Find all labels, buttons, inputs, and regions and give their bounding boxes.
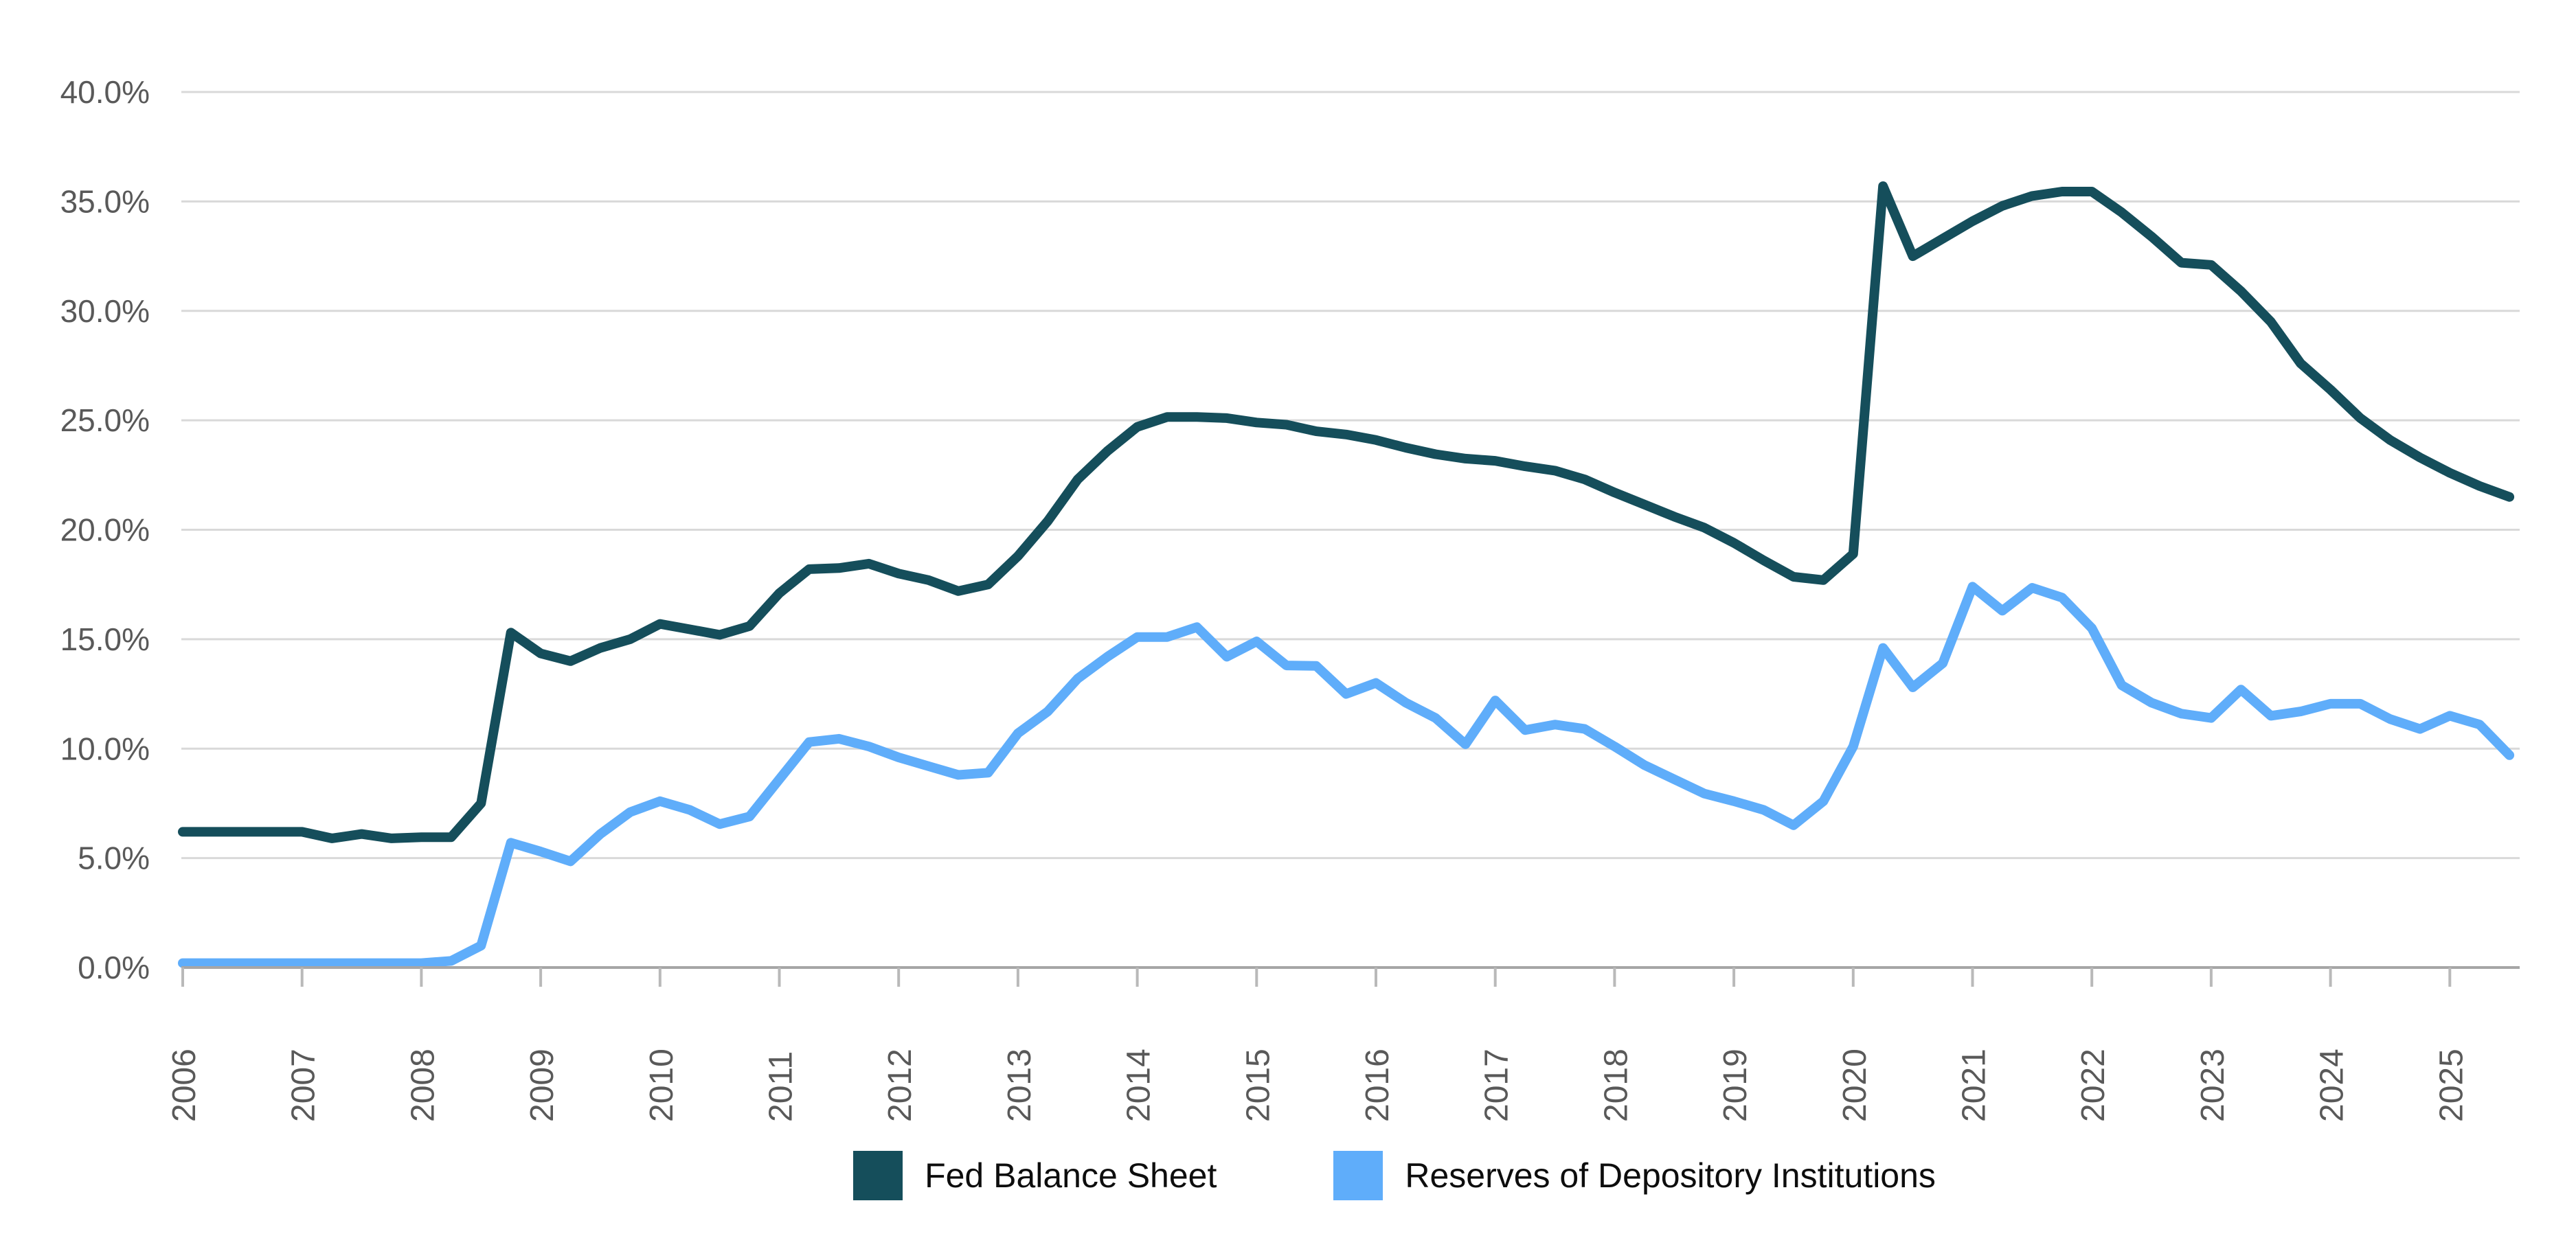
x-tick-label-2011: 2011 [763,1051,800,1122]
y-tick-label-40.0%: 40.0% [60,74,150,110]
x-tick-label-2019: 2019 [1717,1049,1754,1122]
x-tick-label-2014: 2014 [1121,1049,1157,1122]
y-tick-label-5.0%: 5.0% [78,840,150,876]
x-tick-label-2022: 2022 [2075,1049,2112,1122]
x-tick-label-2018: 2018 [1598,1049,1634,1122]
x-tick-label-2023: 2023 [2195,1049,2231,1122]
x-axis-group [181,966,2520,987]
legend-item-reserves: Reserves of Depository Institutions [1333,1151,1936,1200]
y-tick-label-35.0%: 35.0% [60,183,150,219]
gridlines-group [181,91,2520,860]
x-tick-label-2016: 2016 [1359,1049,1396,1122]
x-tick-label-2007: 2007 [286,1049,322,1122]
reserves-swatch-icon [1333,1151,1383,1200]
x-tick-label-2021: 2021 [1956,1049,1993,1122]
chart-legend: Fed Balance Sheet Reserves of Depository… [106,1151,2576,1200]
y-tick-label-30.0%: 30.0% [60,293,150,329]
y-tick-label-20.0%: 20.0% [60,512,150,548]
x-tick-label-2025: 2025 [2433,1049,2470,1122]
x-tick-label-2008: 2008 [405,1049,441,1122]
x-tick-label-2013: 2013 [1002,1049,1038,1122]
series-lines-group [178,181,2515,968]
y-tick-label-15.0%: 15.0% [60,621,150,657]
x-tick-label-2024: 2024 [2314,1049,2351,1122]
x-tick-label-2015: 2015 [1240,1049,1276,1122]
x-tick-label-2006: 2006 [166,1049,203,1122]
x-tick-label-2010: 2010 [644,1049,680,1122]
legend-label-reserves: Reserves of Depository Institutions [1405,1156,1936,1195]
fed-balance-sheet-swatch-icon [853,1151,903,1200]
x-axis-tick-labels: 2006 2007 2008 2009 2010 2011 2012 2013 2014 2015… [166,1049,2470,1122]
legend-item-fed-balance-sheet: Fed Balance Sheet [853,1151,1217,1200]
reserves-of-depository-institutions-line [178,582,2515,968]
y-tick-label-0.0%: 0.0% [78,950,150,985]
x-tick-label-2020: 2020 [1837,1049,1873,1122]
y-axis-tick-labels: 0.0% 5.0% 10.0% 15.0% 20.0% 25.0% 30.0% 35.0% 40… [60,74,150,985]
fed-balance-sheet-line [178,181,2515,843]
x-tick-label-2009: 2009 [524,1049,561,1122]
y-tick-label-10.0%: 10.0% [60,731,150,766]
legend-label-fed-balance-sheet: Fed Balance Sheet [925,1156,1217,1195]
y-tick-label-25.0%: 25.0% [60,402,150,438]
x-tick-label-2012: 2012 [882,1049,918,1122]
x-tick-label-2017: 2017 [1479,1049,1515,1122]
